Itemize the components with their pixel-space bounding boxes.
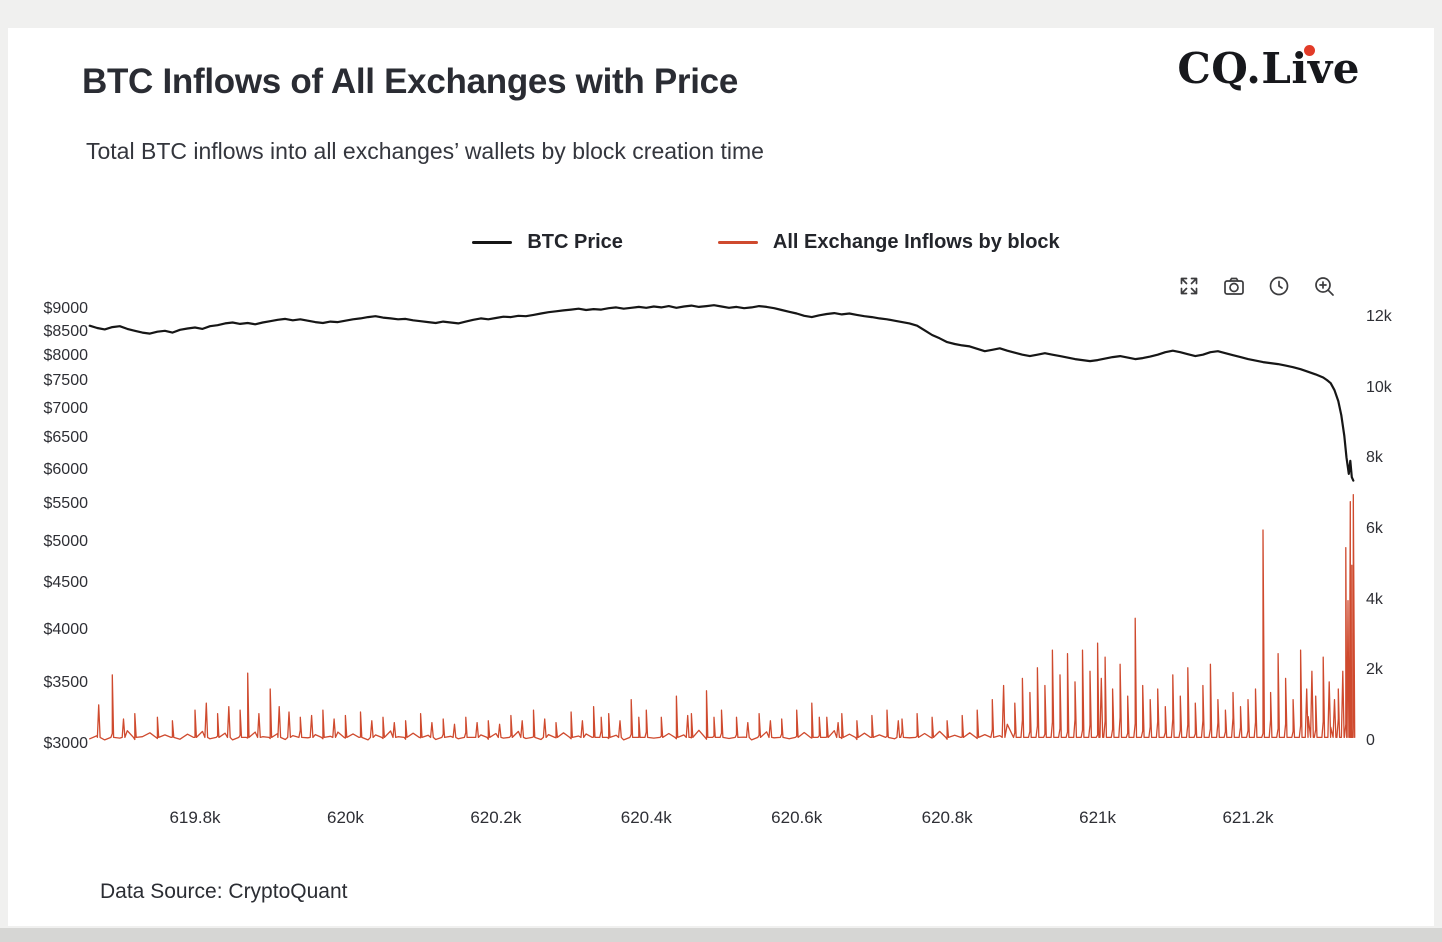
y-left-tick-label: $6500 bbox=[43, 428, 89, 446]
y-left-tick-label: $7000 bbox=[43, 399, 89, 417]
y-left-tick-label: $4500 bbox=[43, 574, 89, 592]
y-right-tick-label: 2k bbox=[1366, 661, 1383, 679]
y-left-tick-label: $5500 bbox=[43, 494, 89, 512]
y-left-tick-label: $6000 bbox=[43, 460, 89, 478]
y-right-tick-label: 4k bbox=[1366, 590, 1383, 608]
logo-text: CQ.Live bbox=[1177, 44, 1360, 93]
page-title: BTC Inflows of All Exchanges with Price bbox=[82, 62, 739, 101]
x-axis-tick-label: 620.2k bbox=[470, 808, 522, 827]
x-axis-tick-label: 620.4k bbox=[620, 808, 672, 827]
x-axis-tick-label: 620.6k bbox=[771, 808, 823, 827]
x-axis-tick-label: 621.2k bbox=[1222, 808, 1274, 827]
page-subtitle: Total BTC inflows into all exchanges’ wa… bbox=[86, 138, 764, 164]
x-axis-tick-label: 620k bbox=[326, 808, 364, 827]
y-left-tick-label: $4000 bbox=[43, 621, 89, 639]
chart-toolbar bbox=[1176, 274, 1337, 300]
data-source-label: Data Source: CryptoQuant bbox=[100, 880, 348, 903]
zoom-in-icon[interactable] bbox=[1311, 274, 1337, 300]
y-left-tick-label: $9000 bbox=[43, 300, 89, 317]
plot-area[interactable] bbox=[90, 295, 1355, 747]
bottom-bar bbox=[0, 928, 1442, 942]
camera-icon[interactable] bbox=[1221, 274, 1247, 300]
inflows-line-swatch bbox=[717, 240, 758, 245]
cq-live-logo: CQ.Live bbox=[1177, 44, 1360, 93]
btc-price-line-swatch bbox=[472, 240, 513, 245]
legend-label-btc-price: BTC Price bbox=[527, 231, 623, 253]
x-axis-tick-label: 619.8k bbox=[169, 808, 221, 827]
y-left-tick-label: $3000 bbox=[43, 735, 89, 752]
y-right-tick-label: 10k bbox=[1366, 378, 1392, 396]
x-axis-tick-label: 621k bbox=[1079, 808, 1116, 827]
y-right-tick-label: 6k bbox=[1366, 520, 1383, 537]
chart-legend: BTC Price All Exchange Inflows by block bbox=[0, 231, 1442, 254]
legend-item-btc-price[interactable]: BTC Price bbox=[472, 231, 623, 254]
y-left-tick-label: $8000 bbox=[43, 346, 89, 364]
logo-red-dot-icon bbox=[1304, 45, 1315, 56]
expand-icon[interactable] bbox=[1176, 274, 1202, 300]
y-left-tick-label: $7500 bbox=[43, 372, 89, 390]
legend-label-exchange-inflows: All Exchange Inflows by block bbox=[772, 231, 1060, 253]
y-right-tick-label: 0 bbox=[1366, 732, 1375, 749]
y-left-tick-label: $3500 bbox=[43, 673, 89, 691]
y-left-tick-label: $8500 bbox=[43, 322, 89, 340]
y-right-tick-label: 8k bbox=[1366, 449, 1383, 467]
y-right-tick-label: 12k bbox=[1366, 308, 1392, 325]
y-left-tick-label: $5000 bbox=[43, 532, 89, 550]
history-icon[interactable] bbox=[1266, 274, 1292, 300]
legend-item-exchange-inflows[interactable]: All Exchange Inflows by block bbox=[717, 231, 1060, 254]
x-axis-tick-label: 620.8k bbox=[921, 808, 973, 827]
